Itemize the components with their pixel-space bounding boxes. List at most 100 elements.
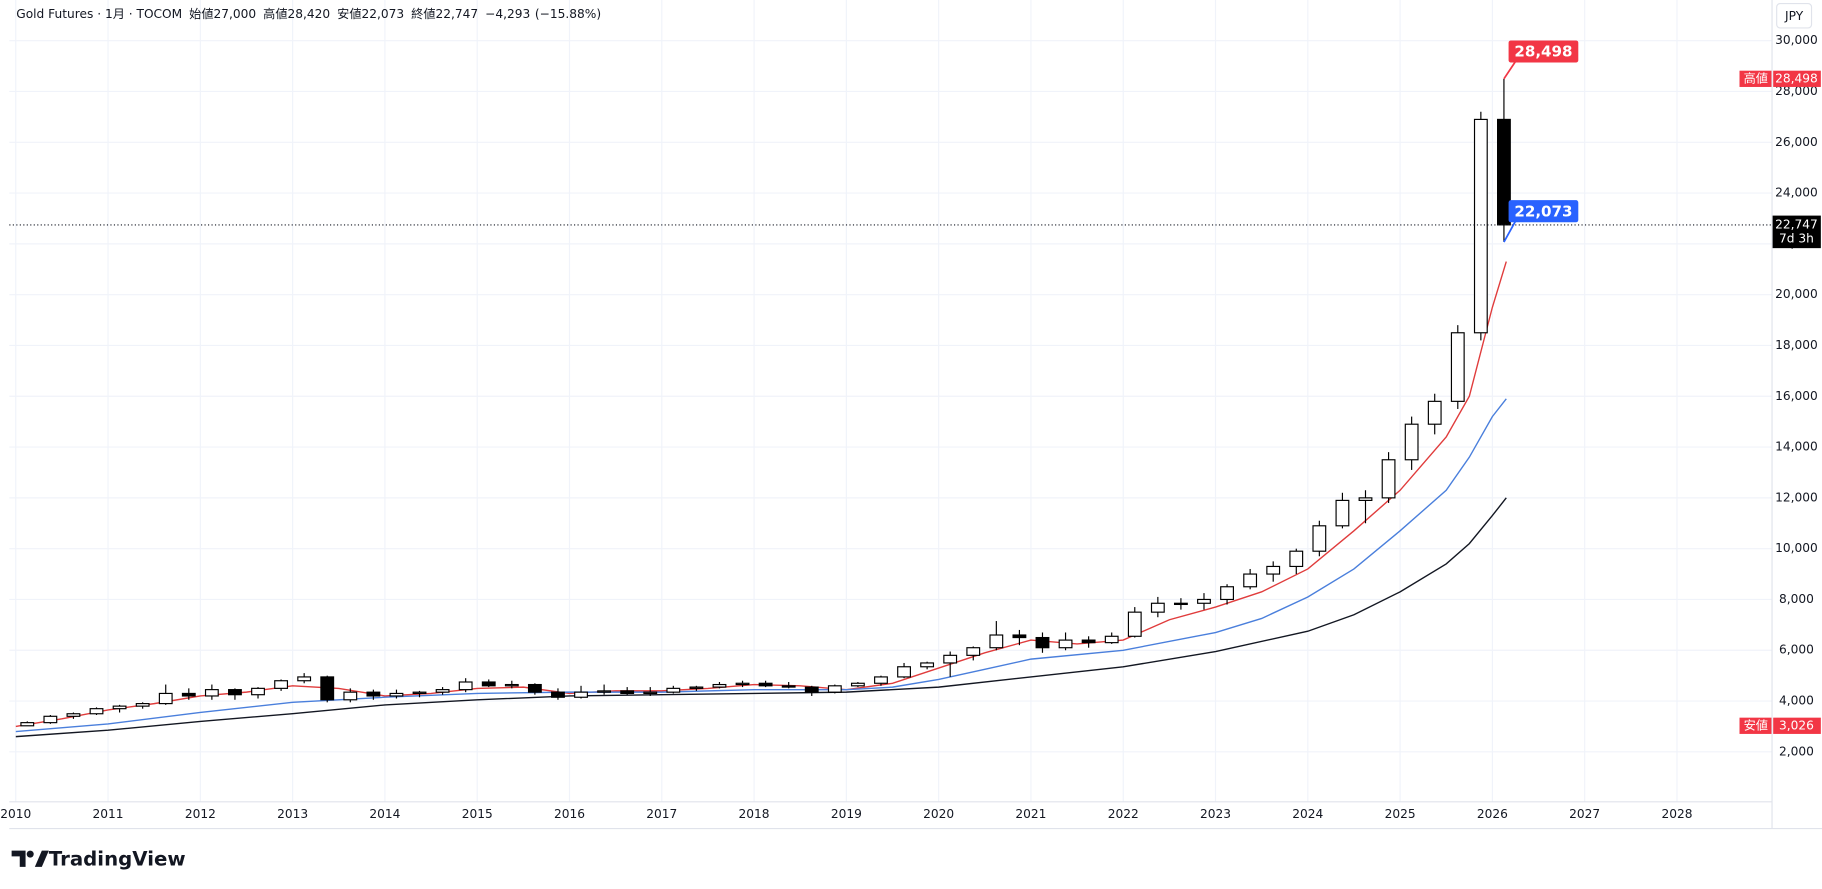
- axis-tag-value: 3,026: [1779, 718, 1814, 732]
- candle-body: [735, 682, 750, 686]
- axis-tag-box: [1739, 70, 1773, 87]
- candle-body: [458, 681, 473, 691]
- candle-body: [827, 685, 842, 693]
- currency-label[interactable]: JPY: [1784, 9, 1804, 23]
- countdown-label: 7d 3h: [1779, 231, 1814, 245]
- last-price-label: 22,747: [1775, 217, 1818, 231]
- candle-body: [758, 682, 773, 687]
- candle-body: [135, 703, 150, 707]
- axis-tag-value: 28,498: [1775, 71, 1818, 85]
- callout-label: 22,073: [1514, 202, 1572, 220]
- brand-logo: TradingView: [11, 847, 186, 870]
- candle-body: [1335, 499, 1350, 527]
- candle-body: [274, 680, 289, 689]
- x-tick-label: 2021: [1015, 807, 1046, 821]
- candle-body: [620, 690, 635, 695]
- candle-body: [1243, 573, 1258, 588]
- candle-body: [1150, 602, 1165, 613]
- x-tick-label: 2010: [0, 807, 31, 821]
- candle-body: [920, 662, 935, 668]
- candle-body: [1197, 598, 1211, 604]
- x-tick-label: 2020: [923, 807, 954, 821]
- y-tick-label: 12,000: [1775, 490, 1818, 504]
- x-tick-label: 2028: [1661, 807, 1692, 821]
- candle-body: [1035, 636, 1050, 649]
- x-tick-label: 2025: [1385, 807, 1416, 821]
- y-tick-label: 4,000: [1779, 694, 1814, 708]
- candle-body: [804, 686, 819, 693]
- candle-body: [1497, 118, 1511, 226]
- callout-box: [1508, 200, 1579, 223]
- ohlc-value: 22,073: [362, 6, 405, 20]
- last-price-box: [1772, 215, 1821, 249]
- candle-body: [712, 683, 727, 688]
- candle-body: [1081, 639, 1096, 644]
- y-tick-label: 26,000: [1775, 135, 1818, 149]
- symbol-title: Gold Futures · 1月 · TOCOM: [16, 6, 182, 20]
- axis-tag-name: 高値: [1744, 70, 1768, 85]
- candle-body: [158, 692, 173, 705]
- candle-body: [20, 722, 35, 727]
- candle-body: [43, 715, 58, 724]
- candle-body: [874, 676, 888, 684]
- y-tick-label: 20,000: [1775, 287, 1818, 301]
- candle-body: [1104, 635, 1119, 644]
- candle-body: [989, 634, 1004, 649]
- candle-body: [597, 690, 612, 693]
- candle-body: [504, 683, 519, 687]
- y-tick-label: 18,000: [1775, 338, 1818, 352]
- ohlc-label: 終値: [411, 5, 435, 20]
- candle-body: [1450, 332, 1465, 402]
- candle-body: [850, 682, 865, 687]
- ohlc-label: 安値: [337, 5, 361, 20]
- candle-body: [1012, 634, 1027, 639]
- plot-area: [15, 78, 1511, 738]
- candle-body: [1381, 459, 1396, 499]
- x-tick-label: 2024: [1292, 807, 1323, 821]
- y-tick-label: 6,000: [1779, 643, 1814, 657]
- candle-body: [89, 708, 104, 715]
- candle-body: [966, 647, 981, 656]
- brand-name: TradingView: [49, 847, 186, 870]
- candle-body: [366, 691, 381, 697]
- candle-body: [204, 689, 219, 697]
- x-tick-label: 2014: [369, 807, 400, 821]
- candle-body: [527, 683, 542, 693]
- x-tick-label: 2023: [1200, 807, 1231, 821]
- x-tick-label: 2017: [646, 807, 677, 821]
- x-tick-label: 2013: [277, 807, 308, 821]
- candle-body: [1266, 565, 1281, 575]
- change-percent: (−15.88%): [535, 6, 601, 20]
- candle-body: [481, 681, 496, 687]
- candle-body: [343, 691, 358, 701]
- candle-body: [412, 691, 427, 695]
- change: −4,293: [485, 6, 530, 20]
- y-tick-label: 8,000: [1779, 592, 1814, 606]
- logo-mark: [26, 850, 34, 858]
- ohlc-value: 22,747: [436, 6, 479, 20]
- y-tick-label: 10,000: [1775, 541, 1818, 555]
- callout-pointer: [1503, 220, 1517, 243]
- candle-body: [1173, 602, 1188, 606]
- candle-body: [1289, 550, 1304, 568]
- ohlc-value: 27,000: [214, 6, 257, 20]
- candle-body: [1358, 497, 1373, 501]
- x-tick-label: 2026: [1477, 807, 1508, 821]
- candle-body: [1473, 118, 1488, 334]
- currency-button[interactable]: [1776, 2, 1813, 29]
- moving-average: [15, 398, 1507, 733]
- ohlc-label: 始値: [189, 5, 213, 20]
- candle-body: [1427, 400, 1442, 425]
- candle-body: [574, 691, 588, 698]
- candle-body: [228, 689, 242, 696]
- candle-body: [181, 692, 196, 697]
- axis-tag-value-box: [1773, 717, 1821, 734]
- moving-average: [15, 497, 1507, 738]
- callout-pointer: [1503, 60, 1517, 80]
- x-tick-label: 2019: [831, 807, 862, 821]
- candle-body: [251, 687, 265, 696]
- ohlc-value: 28,420: [288, 6, 331, 20]
- candle-body: [643, 691, 658, 695]
- candle-body: [666, 687, 681, 693]
